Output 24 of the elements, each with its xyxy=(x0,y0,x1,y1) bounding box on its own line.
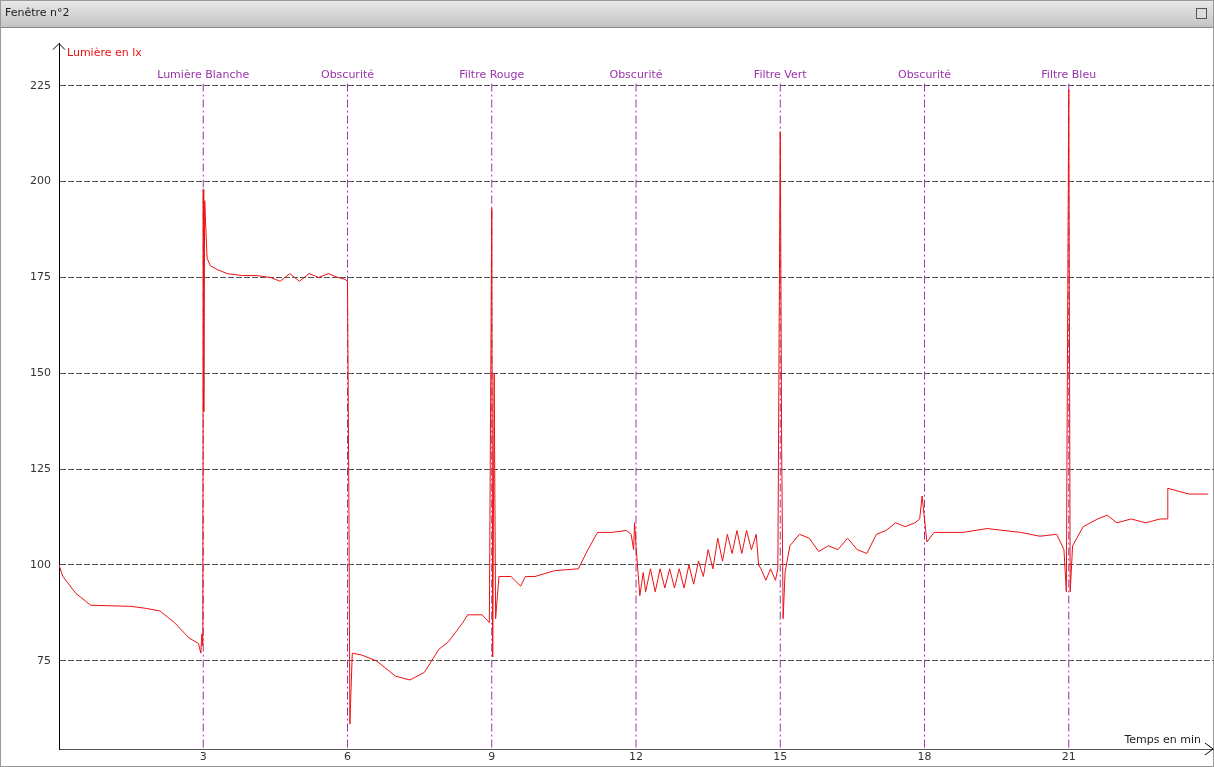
ref-line-label: Obscurité xyxy=(609,67,663,81)
y-tick-label: 200 xyxy=(30,174,51,188)
ref-line-label: Obscurité xyxy=(320,67,375,81)
ref-line-label: Filtre Vert xyxy=(753,67,808,81)
y-tick-label: 125 xyxy=(30,462,51,475)
x-tick-label: 6 xyxy=(344,750,351,764)
chart-title: Fenêtre n°2 xyxy=(5,6,70,19)
ref-line-label: Filtre Bleu xyxy=(1041,67,1097,81)
y-tick-label: 100 xyxy=(30,557,51,571)
x-tick-label: 15 xyxy=(773,750,788,764)
x-tick-label: 12 xyxy=(629,750,643,764)
x-tick-label: 21 xyxy=(1061,750,1076,764)
x-axis-title: Temps en min xyxy=(1123,733,1202,746)
ref-line-label: Obscurité xyxy=(897,67,952,81)
y-axis-title: Lumière en lx xyxy=(67,45,143,59)
y-tick-label: 150 xyxy=(30,366,51,380)
x-tick-label: 9 xyxy=(488,750,496,764)
ref-line-label: Filtre Rouge xyxy=(459,67,525,81)
x-tick-label: 3 xyxy=(199,750,207,764)
y-tick-label: 225 xyxy=(30,78,51,92)
x-tick-label: 18 xyxy=(917,750,932,764)
y-tick-label: 175 xyxy=(30,270,51,284)
ref-line-label: Lumière Blanche xyxy=(157,67,250,81)
y-tick-label: 75 xyxy=(37,653,51,667)
